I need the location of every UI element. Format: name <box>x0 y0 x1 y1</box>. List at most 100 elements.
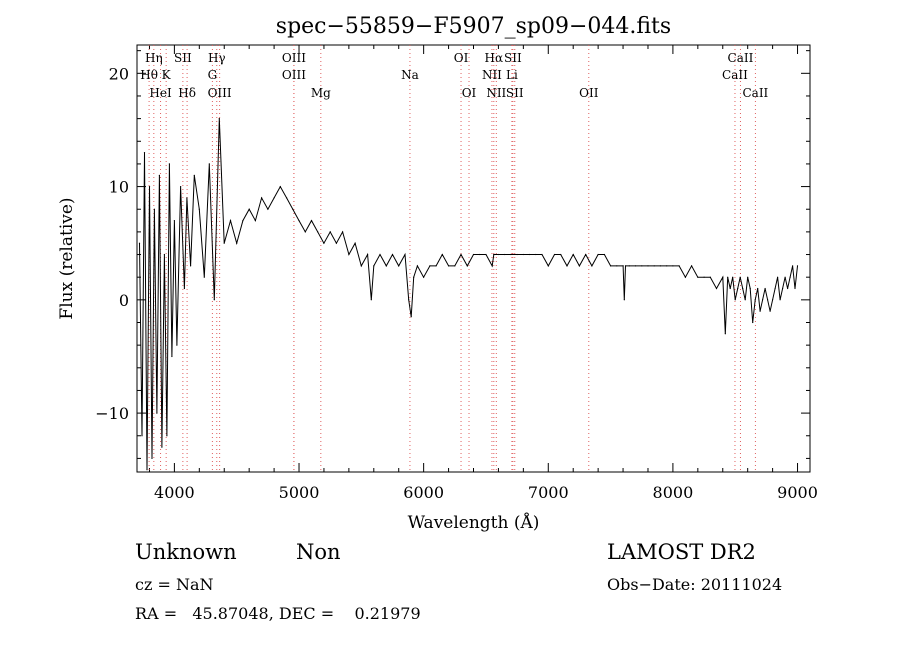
data-point <box>739 276 741 278</box>
data-point <box>292 208 294 210</box>
data-point <box>747 276 749 278</box>
data-point <box>472 253 475 256</box>
data-point <box>672 265 674 267</box>
data-point <box>183 287 185 290</box>
spectral-line-label: Hδ <box>178 86 196 100</box>
data-point <box>429 265 431 267</box>
data-point <box>737 287 739 290</box>
data-point <box>441 253 443 256</box>
data-point <box>732 276 734 278</box>
data-point <box>754 299 756 301</box>
data-point <box>310 220 313 222</box>
data-point <box>759 310 761 312</box>
data-point <box>762 299 764 301</box>
data-point <box>146 469 148 471</box>
data-point <box>616 265 618 267</box>
spectral-line-label: Hα <box>485 51 504 65</box>
data-point <box>479 253 481 256</box>
data-point <box>198 208 200 210</box>
spectrum-line <box>139 118 798 470</box>
data-point <box>286 197 288 199</box>
data-point <box>379 253 381 256</box>
data-point <box>749 287 751 290</box>
spectral-line-label: SII <box>174 51 192 65</box>
data-point <box>547 265 549 267</box>
data-point <box>535 253 537 256</box>
obs-date-label: Obs−Date: 20111024 <box>607 575 783 594</box>
spectral-line-label: SII <box>504 51 522 65</box>
data-point <box>186 197 188 199</box>
data-point <box>267 208 269 210</box>
spectral-line-label: Hη <box>145 51 163 65</box>
y-axis-label: Flux (relative) <box>57 197 77 319</box>
data-point <box>715 287 718 290</box>
data-point <box>298 220 300 222</box>
data-point <box>176 344 178 346</box>
spectral-line-label: Li <box>506 68 518 82</box>
data-point <box>529 253 531 256</box>
data-point <box>634 265 637 267</box>
data-point <box>190 265 192 267</box>
data-point <box>218 118 220 120</box>
data-point <box>279 186 281 188</box>
data-point <box>794 287 796 290</box>
data-point <box>413 276 415 278</box>
spectral-line-label: OI <box>454 51 469 65</box>
data-point <box>796 265 799 267</box>
data-point <box>193 174 195 176</box>
data-point <box>703 276 705 278</box>
spectral-line-label: HeI <box>149 86 172 100</box>
data-point <box>163 253 165 256</box>
spectral-line-label: NII <box>486 86 506 100</box>
spectral-line-label: Hγ <box>208 51 226 65</box>
data-point <box>408 299 410 301</box>
data-point <box>354 242 356 244</box>
data-point <box>541 253 543 256</box>
data-point <box>229 220 232 222</box>
data-point <box>416 265 418 267</box>
data-point <box>684 276 687 278</box>
spectral-line-label: Hθ <box>140 68 158 82</box>
data-point <box>742 287 744 290</box>
axis-labels: 4000 5000 6000 7000 8000 9000 −10 0 10 20 spec−558… <box>57 14 818 533</box>
data-point <box>597 253 599 256</box>
data-point <box>180 186 182 188</box>
data-point <box>729 287 731 290</box>
data-point <box>385 265 387 267</box>
data-point <box>173 220 175 222</box>
data-point <box>522 253 525 256</box>
data-point <box>782 287 784 290</box>
data-point <box>448 265 450 267</box>
data-point <box>158 174 160 176</box>
data-point <box>787 287 789 290</box>
data-point <box>764 287 766 290</box>
spectral-line-label: Na <box>401 68 419 82</box>
data-point <box>722 276 724 278</box>
plot-axes <box>136 44 811 473</box>
data-point <box>779 299 781 301</box>
data-point <box>171 355 173 358</box>
data-point <box>493 253 495 256</box>
data-point <box>254 220 256 222</box>
data-point <box>591 265 593 267</box>
data-point <box>398 265 400 267</box>
coordinates-label: RA = 45.87048, DEC = 0.21979 <box>135 604 421 623</box>
data-point <box>724 333 726 335</box>
data-point <box>666 265 668 267</box>
data-point <box>769 310 771 312</box>
data-point <box>138 242 141 244</box>
data-point <box>553 253 556 256</box>
data-point <box>774 287 776 290</box>
data-point <box>603 253 606 256</box>
y-tick-label: 10 <box>109 178 129 197</box>
data-point <box>367 253 369 256</box>
data-point <box>734 299 736 301</box>
data-point <box>641 265 643 267</box>
data-point <box>560 253 562 256</box>
x-axis-label: Wavelength (Å) <box>408 512 540 533</box>
plot-frame <box>136 44 811 473</box>
data-point <box>213 299 215 301</box>
x-tick-label: 9000 <box>777 483 818 502</box>
redshift-label: cz = NaN <box>135 575 214 594</box>
data-point <box>697 276 699 278</box>
